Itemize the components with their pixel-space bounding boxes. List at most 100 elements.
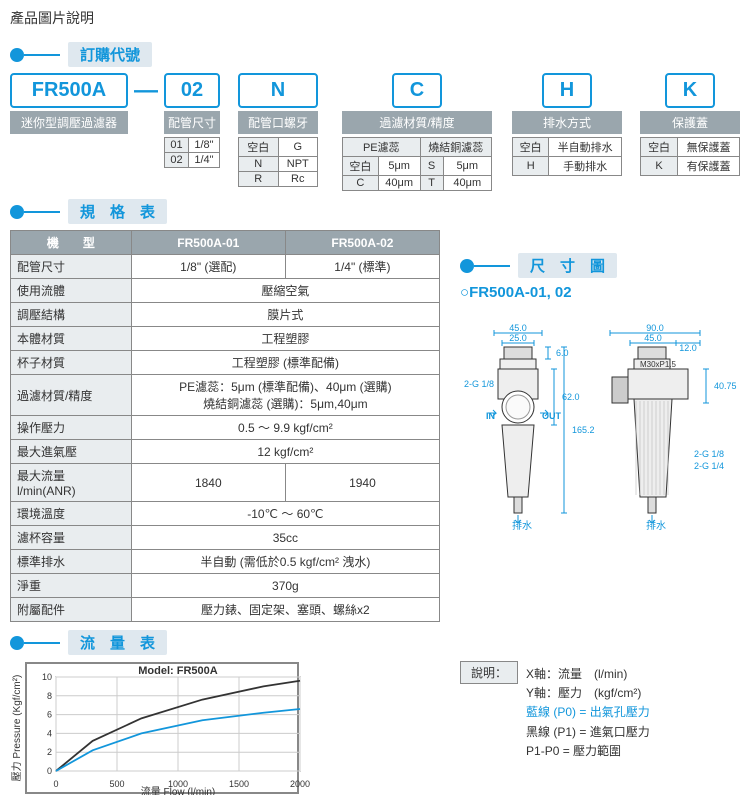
bullet-icon: [10, 205, 24, 219]
svg-text:2000: 2000: [290, 779, 310, 789]
subtable-pipe: 011/8" 021/4": [164, 137, 220, 168]
section-spec-header: 規 格 表: [10, 199, 743, 224]
svg-text:0: 0: [47, 766, 52, 776]
cell: 無保護蓋: [678, 138, 740, 157]
spec-cell: 0.5 ～ 9.9 kgf/cm²: [131, 416, 439, 440]
code-part-model: FR500A: [10, 73, 128, 108]
cell: K: [641, 157, 678, 176]
cell: C: [343, 176, 379, 191]
subtable-drain: 空白半自動排水 H手動排水: [512, 137, 622, 176]
spec-cell: 膜片式: [131, 303, 439, 327]
spec-rowlabel: 最大流量l/min(ANR): [11, 464, 132, 502]
svg-text:M30xP1.5: M30xP1.5: [640, 360, 677, 369]
cell: 1/8": [188, 138, 219, 153]
svg-text:6.0: 6.0: [556, 348, 569, 358]
code-label-drain: 排水方式: [512, 111, 622, 134]
section-flow-label: 流 量 表: [68, 630, 167, 655]
section-spec-label: 規 格 表: [68, 199, 167, 224]
legend-line: P1-P0 = 壓力範圍: [526, 742, 650, 761]
spec-cell: 1840: [131, 464, 285, 502]
spec-cell: 壓力錶、固定架、塞頭、螺絲x2: [131, 598, 439, 622]
cell: N: [239, 157, 279, 172]
svg-text:500: 500: [109, 779, 124, 789]
cell: 手動排水: [549, 157, 622, 176]
spec-rowlabel: 過濾材質/精度: [11, 375, 132, 416]
svg-text:壓力 Pressure (Kgf/cm²): 壓力 Pressure (Kgf/cm²): [10, 675, 23, 782]
spec-cell: 35cc: [131, 526, 439, 550]
svg-text:165.2: 165.2: [572, 425, 595, 435]
cell: 空白: [343, 157, 379, 176]
svg-text:排水: 排水: [512, 519, 532, 532]
svg-text:排水: 排水: [646, 519, 666, 532]
code-label-thread: 配管口螺牙: [238, 111, 318, 134]
spec-rowlabel: 調壓結構: [11, 303, 132, 327]
code-label-cover: 保護蓋: [640, 111, 740, 134]
cell: 半自動排水: [549, 138, 622, 157]
bullet-icon: [460, 259, 474, 273]
spec-rowlabel: 杯子材質: [11, 351, 132, 375]
code-part-thread: N: [238, 73, 318, 108]
spec-header-c1: FR500A-01: [131, 231, 285, 255]
cell: R: [239, 172, 279, 187]
svg-text:25.0: 25.0: [509, 333, 527, 343]
subtable-filter: PE濾蕊燒結銅濾蕊 空白5μmS5μm C40μmT40μm: [342, 137, 492, 191]
spec-cell: 12 kgf/cm²: [131, 440, 439, 464]
dimension-drawing: INOUT45.025.06.062.0165.22-G 1/8排水90.045…: [460, 307, 740, 567]
spec-rowlabel: 濾杯容量: [11, 526, 132, 550]
cell: 40μm: [378, 176, 420, 191]
spec-rowlabel: 最大進氣壓: [11, 440, 132, 464]
spec-cell: -10℃ ～ 60℃: [131, 502, 439, 526]
bullet-icon: [10, 636, 24, 650]
spec-cell: 工程塑膠: [131, 327, 439, 351]
cell: S: [420, 157, 443, 176]
legend-lines: X軸：流量 (l/min)Y軸：壓力 (kgf/cm²)藍線 (P0) = 出氣…: [526, 665, 650, 761]
cell: 空白: [239, 138, 279, 157]
svg-text:1500: 1500: [229, 779, 249, 789]
svg-text:10: 10: [42, 672, 52, 682]
svg-text:40.75: 40.75: [714, 381, 737, 391]
cell: H: [513, 157, 549, 176]
cell: 02: [165, 153, 189, 168]
dim-model-title: ○FR500A-01, 02: [460, 284, 740, 301]
section-order-label: 訂購代號: [68, 42, 152, 67]
section-flow-header: 流 量 表: [10, 630, 743, 655]
code-part-drain: H: [542, 73, 592, 108]
cell: 5μm: [443, 157, 491, 176]
bullet-icon: [10, 48, 24, 62]
svg-text:62.0: 62.0: [562, 392, 580, 402]
flow-chart: 05001000150020000246810Model: FR500A流量 F…: [10, 661, 310, 798]
svg-text:6: 6: [47, 710, 52, 720]
svg-text:2: 2: [47, 747, 52, 757]
code-label-filter: 過濾材質/精度: [342, 111, 492, 134]
spec-table: 機 型 FR500A-01 FR500A-02 配管尺寸1/8" (選配)1/4…: [10, 230, 440, 622]
svg-text:流量 Flow (l/min): 流量 Flow (l/min): [141, 785, 215, 795]
cell: 1/4": [188, 153, 219, 168]
cell: T: [420, 176, 443, 191]
spec-rowlabel: 配管尺寸: [11, 255, 132, 279]
cell: 空白: [641, 138, 678, 157]
legend-line: X軸：流量 (l/min): [526, 665, 650, 684]
subtable-cover: 空白無保護蓋 K有保護蓋: [640, 137, 740, 176]
spec-rowlabel: 環境溫度: [11, 502, 132, 526]
cell: NPT: [278, 157, 318, 172]
cell: 有保護蓋: [678, 157, 740, 176]
code-part-size: 02: [164, 73, 220, 108]
legend-title: 說明：: [460, 661, 518, 684]
spec-rowlabel: 標準排水: [11, 550, 132, 574]
order-code-row: FR500A 迷你型調壓過濾器 — 02 配管尺寸 011/8" 021/4" …: [10, 73, 743, 191]
spec-cell: 370g: [131, 574, 439, 598]
svg-text:4: 4: [47, 728, 52, 738]
code-part-cover: K: [665, 73, 715, 108]
spec-rowlabel: 附屬配件: [11, 598, 132, 622]
cell: Rc: [278, 172, 318, 187]
code-label-size: 配管尺寸: [164, 111, 220, 134]
svg-text:2-G 1/8: 2-G 1/8: [464, 379, 494, 389]
spec-header-c2: FR500A-02: [285, 231, 439, 255]
code-part-filter: C: [392, 73, 442, 108]
cell: 燒結銅濾蕊: [420, 138, 491, 157]
code-dash: —: [132, 77, 160, 105]
legend-line: Y軸：壓力 (kgf/cm²): [526, 684, 650, 703]
section-dim-label: 尺 寸 圖: [518, 253, 617, 278]
legend-line: 黑線 (P1) = 進氣口壓力: [526, 723, 650, 742]
spec-cell: 工程塑膠 (標準配備): [131, 351, 439, 375]
